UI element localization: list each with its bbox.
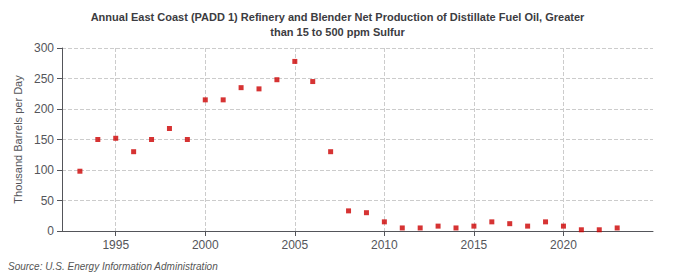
svg-text:100: 100 — [34, 163, 54, 177]
svg-text:150: 150 — [34, 133, 54, 147]
svg-text:200: 200 — [34, 102, 54, 116]
svg-text:250: 250 — [34, 72, 54, 86]
svg-text:300: 300 — [34, 41, 54, 55]
svg-text:Annual East Coast (PADD 1) Ref: Annual East Coast (PADD 1) Refinery and … — [91, 11, 585, 23]
svg-text:2005: 2005 — [281, 238, 308, 252]
svg-text:than 15 to 500 ppm Sulfur: than 15 to 500 ppm Sulfur — [270, 26, 405, 38]
svg-text:50: 50 — [41, 194, 55, 208]
svg-text:2020: 2020 — [550, 238, 577, 252]
svg-text:2000: 2000 — [192, 238, 219, 252]
svg-text:Thousand Barrels per Day: Thousand Barrels per Day — [12, 75, 24, 204]
svg-text:2015: 2015 — [461, 238, 488, 252]
svg-text:0: 0 — [47, 224, 54, 238]
svg-text:Source: U.S. Energy Informatio: Source: U.S. Energy Information Administ… — [8, 261, 218, 272]
svg-text:2010: 2010 — [371, 238, 398, 252]
svg-text:1995: 1995 — [102, 238, 129, 252]
